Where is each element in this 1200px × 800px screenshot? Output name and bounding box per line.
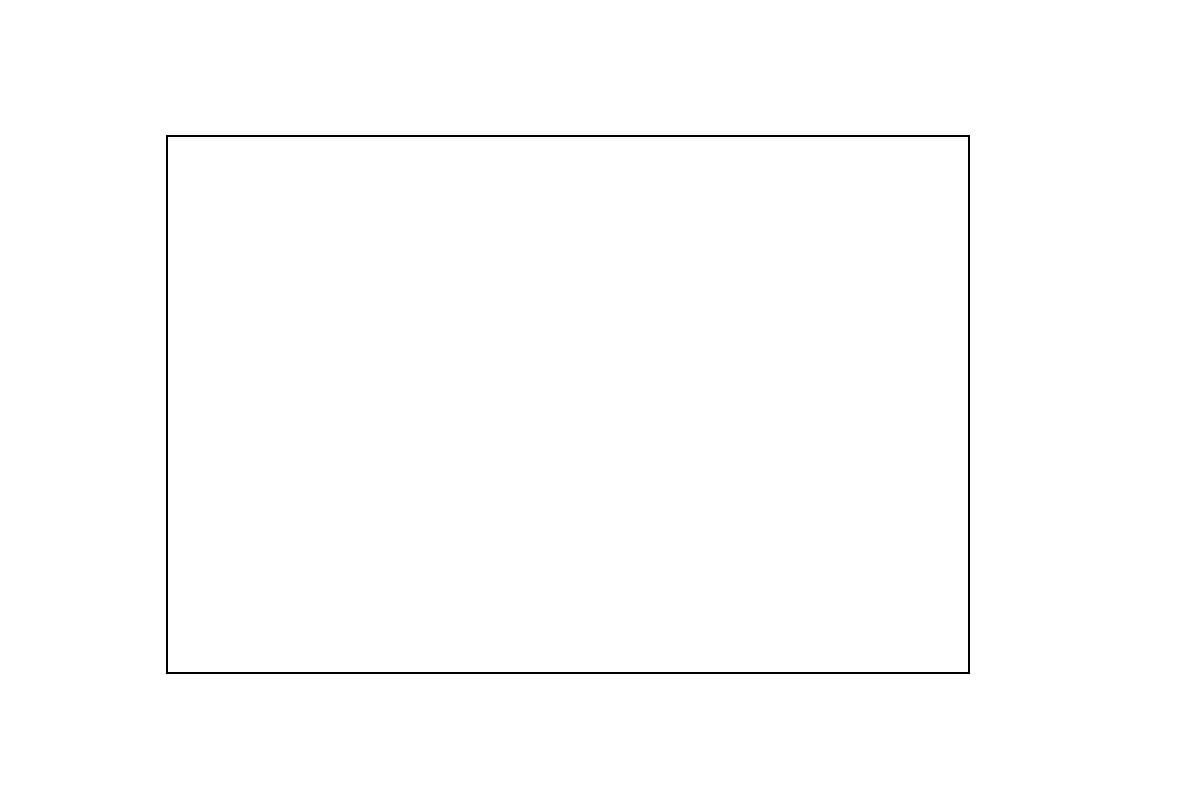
reflectivity-heatmap: [168, 137, 968, 672]
colorbar-gradient: [992, 137, 1010, 667]
plot-frame: [166, 135, 970, 674]
